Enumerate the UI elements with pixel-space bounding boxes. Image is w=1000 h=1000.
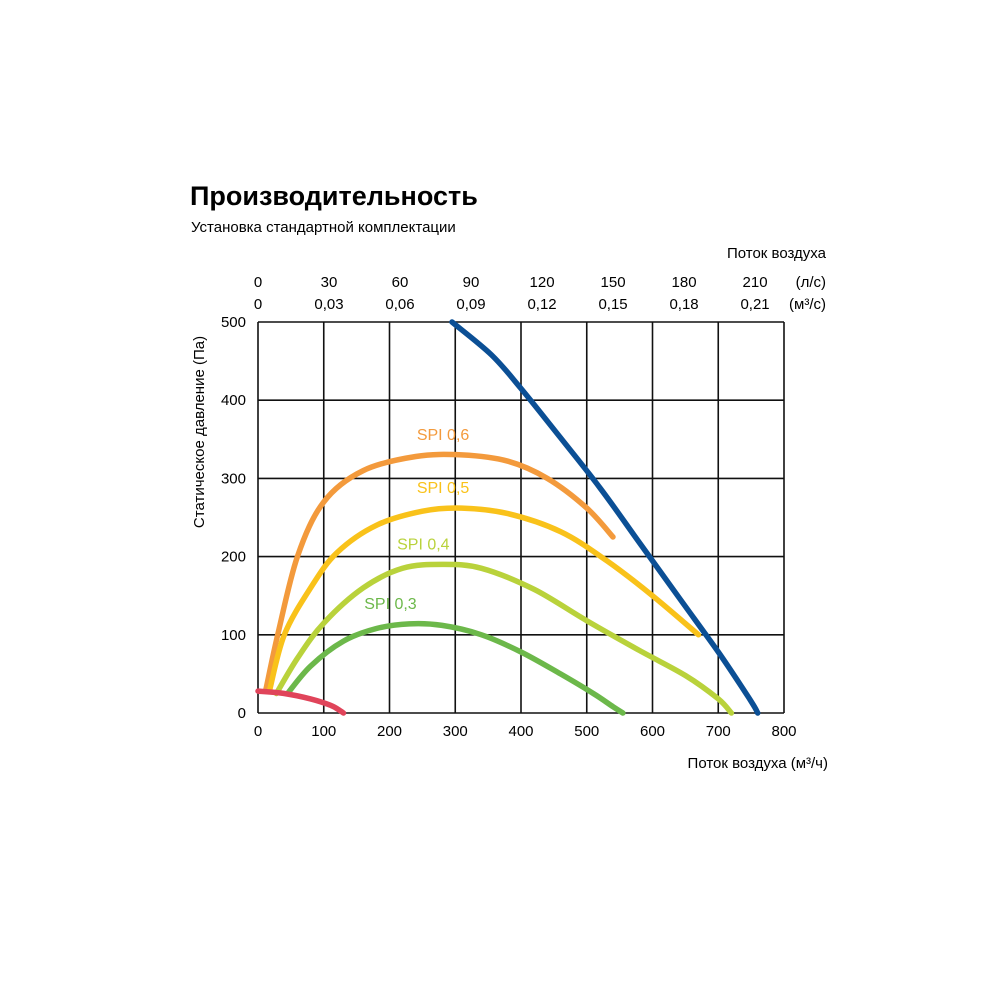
series-label-layer: SPI 0,6 SPI 0,5 SPI 0,4 SPI 0,3: [364, 427, 469, 613]
top-tick-label-m3s: 0,12: [527, 296, 556, 313]
top-tick-label-ls: 150: [601, 274, 626, 291]
top-tick-label-ls: 120: [530, 274, 555, 291]
series-label-4: SPI 0,3: [364, 596, 417, 613]
x-tick-label: 200: [377, 723, 402, 740]
top-tick-label-ls: 60: [392, 274, 409, 291]
series-label-1: SPI 0,6: [417, 427, 470, 444]
series-label-2: SPI 0,5: [417, 480, 470, 497]
x-tick-label: 600: [640, 723, 665, 740]
x-tick-label: 700: [706, 723, 731, 740]
top-tick-label-m3s: 0,06: [385, 296, 414, 313]
y-tick-label: 500: [221, 314, 246, 331]
x-tick-label: 300: [443, 723, 468, 740]
series-line-1: [263, 451, 616, 693]
top-tick-label-ls: 30: [321, 274, 338, 291]
series-line-2: [267, 505, 702, 693]
x-tick-label: 800: [771, 723, 796, 740]
top-tick-label-m3s: 0: [254, 296, 262, 313]
top-tick-label-m3s: 0,09: [456, 296, 485, 313]
top-tick-unit-m3s: (м³/с): [789, 296, 826, 313]
top-tick-label-ls: 180: [672, 274, 697, 291]
top-tick-label-m3s: 0,15: [598, 296, 627, 313]
series-line-3: [273, 561, 735, 716]
chart-title: Производительность: [190, 181, 478, 211]
curve-layer: [255, 319, 761, 716]
y-axis-label: Статическое давление (Па): [191, 336, 208, 528]
y-tick-label: 400: [221, 392, 246, 409]
series-line-0: [449, 319, 761, 716]
x-axis-label: Поток воздуха (м³/ч): [688, 755, 828, 772]
top-tick-label-m3s: 0,03: [314, 296, 343, 313]
x-tick-label: 0: [254, 723, 262, 740]
y-tick-label: 0: [238, 705, 246, 722]
x-tick-label: 100: [311, 723, 336, 740]
series-line-5: [255, 688, 347, 716]
series-label-3: SPI 0,4: [397, 536, 450, 553]
series-line-4: [284, 620, 626, 716]
top-tick-label-ls: 210: [743, 274, 768, 291]
top-tick-label-ls: 90: [463, 274, 480, 291]
top-axis-title: Поток воздуха: [727, 245, 827, 262]
chart-subtitle: Установка стандартной комплектации: [191, 219, 456, 236]
y-tick-label: 200: [221, 549, 246, 566]
top-tick-label-ls: 0: [254, 274, 262, 291]
grid-layer: [257, 321, 785, 714]
x-tick-label: 400: [508, 723, 533, 740]
top-tick-unit-ls: (л/с): [796, 274, 826, 291]
y-tick-label: 100: [221, 627, 246, 644]
x-tick-label: 500: [574, 723, 599, 740]
y-tick-label: 300: [221, 470, 246, 487]
tick-layer: 0 100 200 300 400 500 600 700 800010020030040050…: [221, 274, 826, 740]
top-tick-label-m3s: 0,21: [740, 296, 769, 313]
top-tick-label-m3s: 0,18: [669, 296, 698, 313]
